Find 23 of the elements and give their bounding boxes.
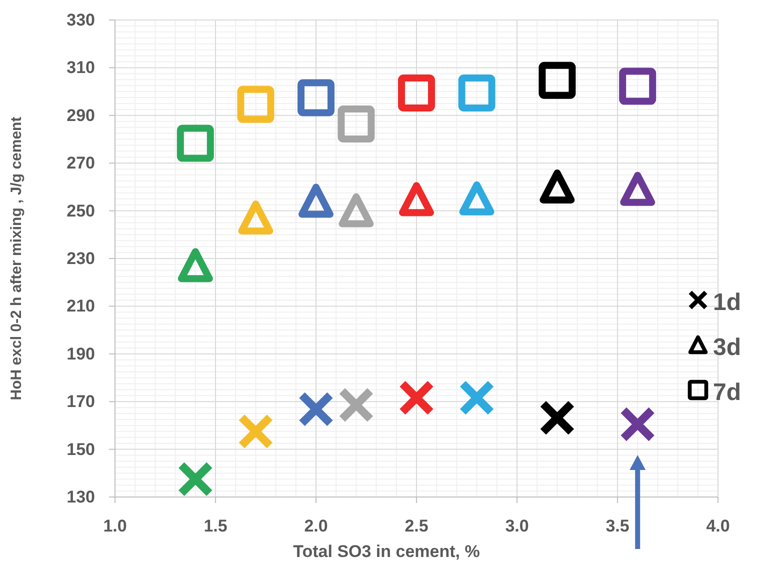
y-tick-label: 150	[66, 440, 95, 459]
legend-label: 1d	[713, 289, 742, 316]
x-tick-label: 1.5	[204, 516, 228, 536]
y-tick-label: 230	[66, 248, 95, 268]
y-tick-label: 310	[66, 58, 95, 78]
y-tick-label: 170	[66, 392, 95, 412]
y-tick-label: 130	[66, 487, 95, 506]
x-axis-title: Total SO3 in cement, %	[293, 542, 480, 561]
y-tick-label: 330	[66, 10, 95, 30]
y-tick-label: 290	[66, 106, 95, 125]
x-tick-label: 2.0	[304, 516, 328, 536]
y-tick-label: 190	[66, 344, 95, 364]
x-tick-label: 4.0	[706, 516, 730, 536]
y-tick-label: 250	[66, 201, 95, 220]
x-tick-label: 3.0	[505, 516, 529, 536]
y-tick-label: 210	[66, 296, 95, 316]
legend-label: 7d	[713, 379, 742, 406]
x-tick-label: 2.5	[404, 516, 428, 536]
y-axis-title: HoH excl 0-2 h after mixing , J/g cement	[8, 116, 25, 400]
y-tick-label: 270	[66, 154, 95, 173]
x-tick-label: 3.5	[606, 516, 630, 536]
legend-label: 3d	[713, 334, 742, 361]
x-tick-label: 1.0	[103, 516, 127, 536]
